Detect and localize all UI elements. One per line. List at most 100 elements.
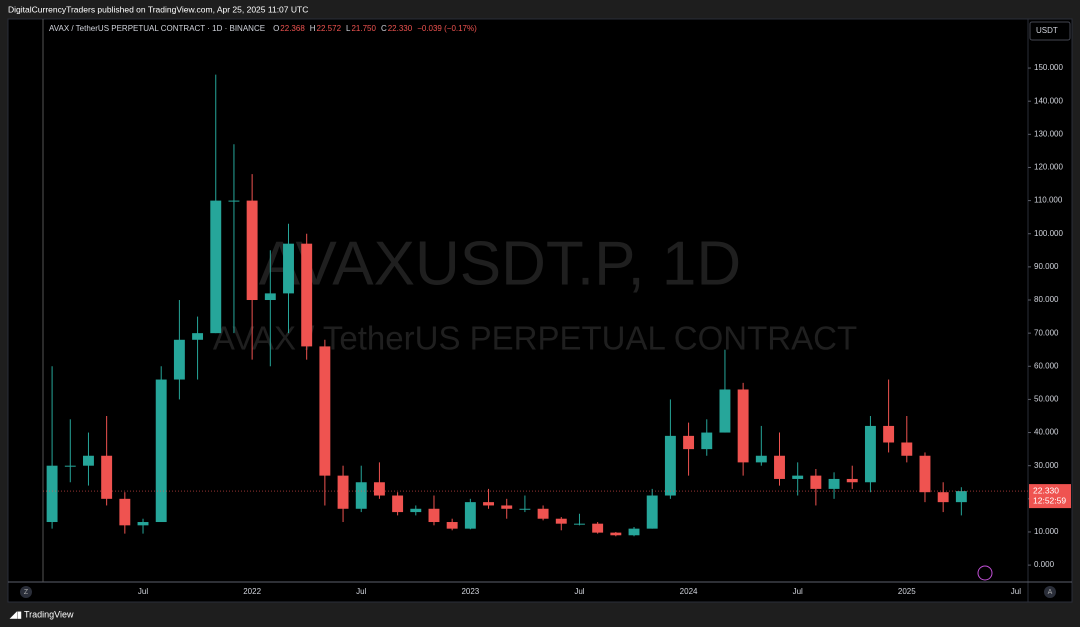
candle-body [155,379,167,523]
x-tick-label: Jul [138,587,148,596]
candle-body [810,475,822,489]
y-tick-label: 150.000 [1034,63,1063,72]
candle-body [683,435,695,450]
countdown: 12:52:59 [1033,495,1066,505]
x-tick-label: 2022 [243,587,261,596]
y-tick-label: 130.000 [1034,129,1063,138]
candle-body [192,333,204,340]
y-tick-label: 100.000 [1034,229,1063,238]
legend-key: C [381,24,387,33]
y-tick-label: 70.000 [1034,328,1059,337]
legend-key: H [310,24,316,33]
unit-label: USDT [1036,26,1058,35]
y-tick-label: 110.000 [1034,196,1063,205]
legend-value: 22.368 [280,24,305,33]
candle-body [519,508,531,510]
legend-change: −0.039 (−0.17%) [417,24,477,33]
publisher: DigitalCurrencyTraders published on Trad… [8,4,308,14]
candle-body [301,243,313,347]
x-tick-label: Jul [356,587,366,596]
unit-button[interactable] [1029,21,1071,41]
events-icon[interactable] [977,565,993,581]
symbol-title: AVAX / TetherUS PERPETUAL CONTRACT · 1D … [49,24,265,33]
candle-body [846,478,858,483]
candle-body [883,425,895,443]
candle-body [337,475,349,509]
chart-panel [7,18,1073,603]
y-tick-label: 80.000 [1034,295,1059,304]
y-tick-label: 50.000 [1034,395,1059,404]
candle-body [774,455,785,479]
candle-body [228,200,240,202]
auto-scale-icon[interactable] [1044,586,1056,598]
candle-body [574,523,585,525]
legend-key: O [273,24,279,33]
candle-body [628,528,640,536]
candle-body [737,389,749,463]
candle-body [701,432,713,450]
x-tick-label: 2023 [461,587,479,596]
candle-body [955,491,967,503]
candle-body [755,455,767,463]
candle-body [101,455,113,499]
candle-body [319,346,331,476]
candle-body [264,293,276,301]
y-tick-label: 120.000 [1034,163,1063,172]
candle-body [210,200,222,334]
candle-body [483,502,494,506]
candle-body [464,502,476,529]
candle-body [919,455,931,493]
candle-body [410,508,422,513]
candle-body [537,508,549,519]
y-tick-label: 0.000 [1034,560,1055,569]
y-tick-label: 40.000 [1034,428,1059,437]
x-tick-label: Jul [1011,587,1021,596]
y-tick-label: 140.000 [1034,96,1063,105]
candle-body [283,243,294,294]
candle-body [392,495,404,513]
candle-body [46,465,58,523]
candle-body [83,455,94,466]
x-tick-label: 2024 [680,587,698,596]
candle-body [173,339,185,380]
auto-glyph: A [1048,589,1053,596]
y-tick-label: 30.000 [1034,461,1059,470]
last-price-label: 22.330 [1033,485,1059,495]
candle-body [792,475,804,479]
candle-body [64,465,76,467]
candle-body [592,523,604,533]
candle-body [373,482,385,496]
last-price-tag [1029,484,1071,509]
candle-body [355,482,367,509]
x-tick-label: Jul [574,587,584,596]
candle-body [719,389,731,433]
y-tick-label: 60.000 [1034,361,1059,370]
candle-body [119,498,131,526]
tv-logo: ◢▮ [9,609,22,619]
y-tick-label: 90.000 [1034,262,1059,271]
candle-body [428,508,440,523]
candle-body [610,532,622,536]
candle-body [937,492,949,503]
x-tick-label: Jul [793,587,803,596]
candle-body [501,505,513,509]
legend-value: 22.572 [317,24,342,33]
candle-body [555,518,567,524]
legend-value: 22.330 [388,24,413,33]
candle-body [828,478,840,489]
candle-body [137,522,149,526]
candle-body [901,442,913,456]
legend-key: L [346,24,351,33]
candle-body [664,435,676,496]
zoom-glyph: Z [24,589,29,596]
x-tick-label: 2025 [898,587,916,596]
candle-body [646,495,658,529]
zoom-icon[interactable] [20,586,32,598]
brand: TradingView [24,609,74,619]
candle-body [446,522,458,529]
legend-value: 21.750 [351,24,376,33]
candle-body [246,200,258,301]
candle-body [864,425,876,483]
